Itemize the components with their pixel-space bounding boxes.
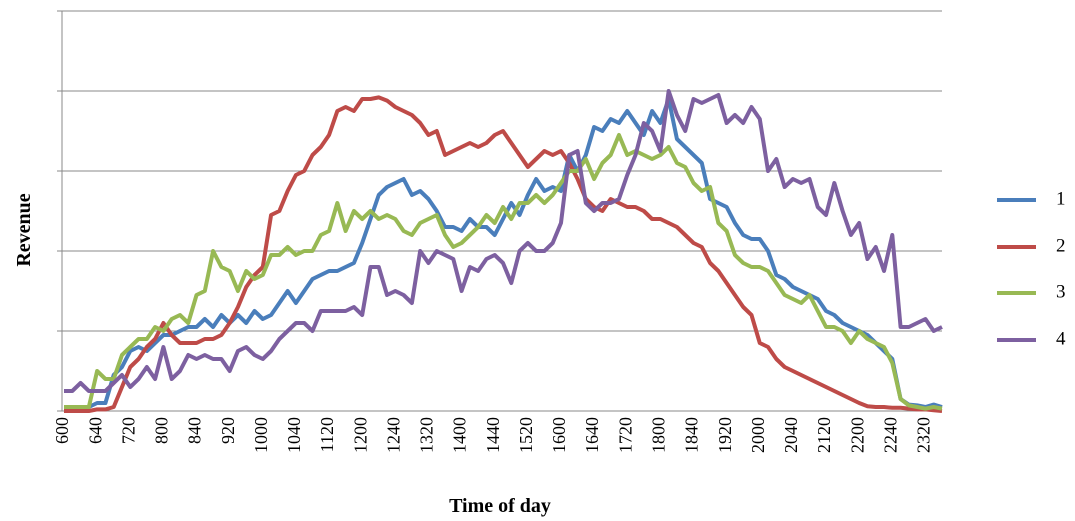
series-line [64,133,943,411]
series-line [64,89,943,393]
series-line [64,97,943,409]
x-tick-label: 2000 [748,417,768,453]
x-tick-label: 1600 [549,417,569,453]
x-tick-label: 1320 [417,417,437,453]
x-tick-label: 1240 [383,417,403,453]
x-tick-label: 2200 [847,417,867,453]
x-tick-label: 2120 [814,417,834,453]
legend-label: 3 [1056,281,1066,302]
x-tick-label: 600 [52,417,72,444]
y-axis-title: Revenue [13,193,35,266]
x-tick-label: 640 [85,417,105,444]
x-tick-label: 1640 [582,417,602,453]
x-tick-label: 1720 [615,417,635,453]
x-tick-label: 2040 [781,417,801,453]
x-tick-label: 1920 [715,417,735,453]
x-tick-label: 720 [118,417,138,444]
x-tick-label: 2320 [914,417,934,453]
series-line [64,95,943,413]
x-tick-label: 800 [152,417,172,444]
legend-label: 4 [1056,328,1066,349]
x-tick-label: 1400 [450,417,470,453]
x-tick-label: 2240 [880,417,900,453]
legend-label: 1 [1056,188,1066,209]
x-tick-label: 1440 [483,417,503,453]
x-tick-label: 1000 [251,417,271,453]
x-tick-label: 840 [185,417,205,444]
x-tick-label: 1800 [649,417,669,453]
x-tick-label: 920 [218,417,238,444]
x-tick-label: 1520 [516,417,536,453]
legend-label: 2 [1056,235,1066,256]
x-axis-title: Time of day [449,495,551,517]
x-tick-label: 1200 [350,417,370,453]
x-tick-label: 1120 [317,417,337,452]
x-tick-label: 1840 [682,417,702,453]
x-tick-label: 1040 [284,417,304,453]
